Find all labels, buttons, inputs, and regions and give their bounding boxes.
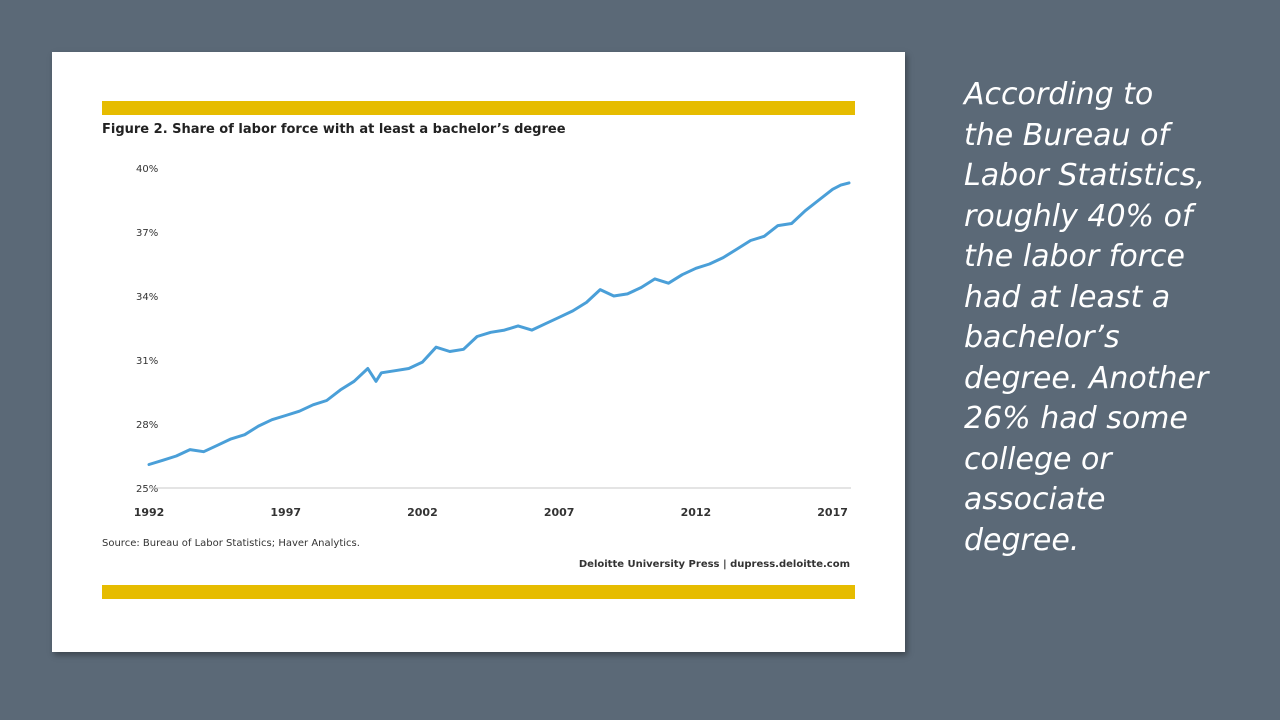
slide-text-line: degree. Another [964,360,1209,396]
y-tick-label: 28% [136,420,158,431]
slide-text-line: college or [964,441,1112,477]
slide-text-line: had at least a [964,279,1171,315]
x-tick-label: 2012 [681,506,712,519]
x-tick-label: 1997 [270,506,301,519]
x-axis-ticks: 1992 1997 2002 2007 2012 2017 [134,506,848,519]
slide-text-line: associate [964,482,1106,517]
y-tick-label: 34% [136,292,158,303]
top-accent-bar [102,101,855,115]
x-tick-label: 2017 [817,506,848,519]
slide-text-line: degree. [964,522,1080,558]
figure-card: Figure 2. Share of labor force with at l… [52,52,905,652]
y-tick-label: 31% [136,356,158,367]
publisher-credit: Deloitte University Press | dupress.delo… [578,559,850,570]
slide-text-line: bachelor’s [964,320,1120,355]
slide-text-line: roughly 40% of [964,198,1193,234]
bottom-accent-bar [102,585,855,599]
y-tick-label: 37% [136,228,158,239]
y-axis-ticks: 25% 28% 31% 34% 37% 40% [136,164,158,495]
slide-text-line: the labor force [964,239,1185,274]
y-tick-label: 25% [136,484,158,495]
slide-text-line: 26% had some [964,401,1188,436]
slide-text-line: According to [964,77,1154,112]
source-note: Source: Bureau of Labor Statistics; Have… [102,538,360,549]
x-tick-label: 1992 [134,506,165,519]
slide-text-line: Labor Statistics, [964,158,1206,193]
line-chart: 25% 28% 31% 34% 37% 40% 1992 1997 2002 2007 2012 2… [134,164,851,519]
slide-text-line: the Bureau of [964,117,1170,153]
y-tick-label: 40% [136,164,158,175]
slide-body-text: According to the Bureau of Labor Statistic… [964,75,1254,561]
series-line [147,181,851,466]
x-tick-label: 2002 [407,506,438,519]
chart-title: Figure 2. Share of labor force with at l… [102,122,566,137]
x-tick-label: 2007 [544,506,575,519]
